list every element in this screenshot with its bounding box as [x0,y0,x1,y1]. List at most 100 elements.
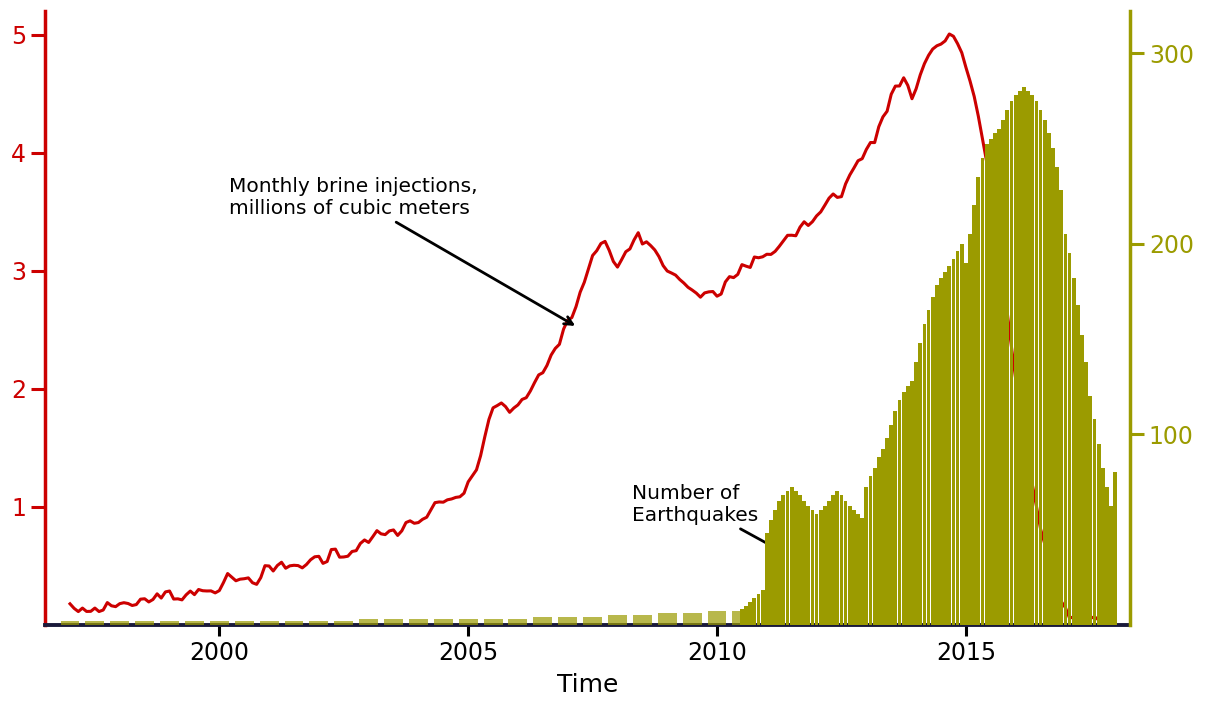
Bar [984,144,988,624]
Bar [964,263,968,624]
Bar [972,205,976,624]
Bar [852,510,856,624]
Bar [844,501,847,624]
Bar [1088,396,1092,624]
Bar [310,621,328,624]
Bar [935,285,939,624]
Bar [840,495,844,624]
Bar [760,590,764,624]
Bar [944,272,947,624]
Bar [989,139,993,624]
Bar [893,411,898,624]
Bar [906,387,910,624]
Bar [918,343,922,624]
Bar [111,621,129,624]
Bar [769,520,772,624]
Bar [856,514,860,624]
Bar [765,533,769,624]
Bar [1022,87,1025,624]
Bar [860,518,864,624]
Bar [740,610,743,624]
Bar [235,621,254,624]
Bar [1084,362,1088,624]
Bar [811,510,815,624]
Bar [1101,469,1105,624]
Bar [748,602,752,624]
Bar [786,491,789,624]
Bar [823,506,827,624]
Bar [284,621,304,624]
Text: Monthly brine injections,
millions of cubic meters: Monthly brine injections, millions of cu… [229,177,572,324]
Bar [923,324,927,624]
Bar [210,621,229,624]
Bar [1080,335,1084,624]
Bar [981,158,984,624]
Bar [1039,110,1042,624]
Bar [707,611,727,624]
Bar [998,130,1001,624]
Bar [1018,91,1022,624]
Bar [1051,148,1054,624]
Bar [135,621,154,624]
Bar [947,266,951,624]
Bar [1072,278,1076,624]
Bar [910,381,913,624]
Bar [794,491,798,624]
Bar [877,457,881,624]
Bar [827,501,831,624]
Bar [1030,95,1034,624]
Bar [186,621,204,624]
Bar [509,619,528,624]
Bar [1068,253,1071,624]
Bar [359,619,378,624]
Bar [1027,91,1030,624]
Bar [1059,190,1063,624]
Bar [1113,472,1117,624]
Bar [60,621,80,624]
Bar [259,621,278,624]
Bar [1093,419,1097,624]
Bar [434,619,453,624]
Bar [889,425,893,624]
Bar [1105,487,1109,624]
Bar [1035,101,1039,624]
Bar [633,615,652,624]
Bar [798,495,801,624]
Bar [459,619,477,624]
Bar [1005,110,1010,624]
Bar [976,177,980,624]
Bar [777,501,781,624]
Bar [901,392,906,624]
Bar [1047,133,1051,624]
Bar [384,619,402,624]
Bar [939,278,942,624]
Bar [683,613,701,624]
Bar [960,244,964,624]
Bar [886,438,889,624]
Bar [658,613,677,624]
Bar [1064,234,1068,624]
Bar [483,619,502,624]
Bar [898,400,901,624]
Bar [774,510,777,624]
Bar [831,495,835,624]
Bar [819,510,823,624]
Bar [952,259,956,624]
Bar [408,619,428,624]
Bar [968,234,972,624]
Bar [789,487,794,624]
Bar [1001,120,1005,624]
Bar [86,621,105,624]
Bar [835,491,839,624]
Bar [745,605,748,624]
Bar [869,476,872,624]
Bar [160,621,180,624]
Bar [1013,95,1017,624]
Bar [1076,304,1080,624]
Bar [1109,506,1113,624]
Bar [930,297,935,624]
Bar [1056,167,1059,624]
Bar [334,621,353,624]
Text: Number of
Earthquakes: Number of Earthquakes [633,484,776,549]
Bar [848,506,852,624]
